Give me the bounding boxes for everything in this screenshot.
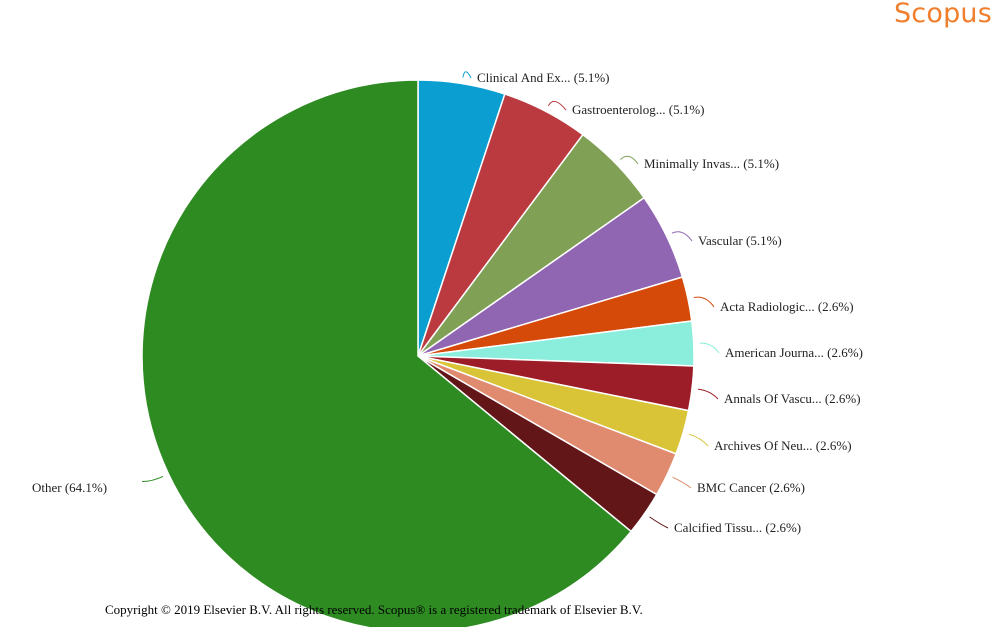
slice-label: Annals Of Vascu... (2.6%) bbox=[724, 391, 861, 406]
copyright-notice: Copyright © 2019 Elsevier B.V. All right… bbox=[105, 602, 643, 617]
slice-label: BMC Cancer (2.6%) bbox=[697, 480, 805, 495]
leader-line bbox=[142, 475, 164, 482]
scopus-logo: Scopus bbox=[893, 0, 992, 29]
slice-label: Archives Of Neu... (2.6%) bbox=[714, 438, 852, 453]
slice-labels: Clinical And Ex... (5.1%) Gastroenterolog… bbox=[32, 70, 863, 535]
leader-line bbox=[693, 296, 715, 308]
slice-label: Vascular (5.1%) bbox=[698, 233, 782, 248]
slice-label: American Journa... (2.6%) bbox=[725, 345, 863, 360]
leader-line bbox=[547, 100, 567, 111]
leader-line bbox=[697, 388, 719, 400]
slice-label: Clinical And Ex... (5.1%) bbox=[477, 70, 610, 85]
leader-line bbox=[699, 342, 720, 354]
slice-label: Other (64.1%) bbox=[32, 480, 107, 495]
pie-slice[interactable] bbox=[141, 79, 633, 627]
slice-label: Gastroenterolog... (5.1%) bbox=[572, 102, 705, 117]
slice-label: Calcified Tissu... (2.6%) bbox=[674, 520, 801, 535]
slice-label: Minimally Invas... (5.1%) bbox=[644, 156, 779, 171]
pie-slices bbox=[141, 79, 695, 627]
slice-label: Acta Radiologic... (2.6%) bbox=[720, 299, 854, 314]
leader-line bbox=[620, 155, 639, 165]
leader-line bbox=[649, 516, 669, 529]
leader-line bbox=[671, 231, 693, 242]
label-leader-lines bbox=[142, 71, 720, 529]
leader-line bbox=[672, 476, 692, 489]
leader-line bbox=[688, 433, 709, 447]
leader-line bbox=[462, 71, 472, 79]
